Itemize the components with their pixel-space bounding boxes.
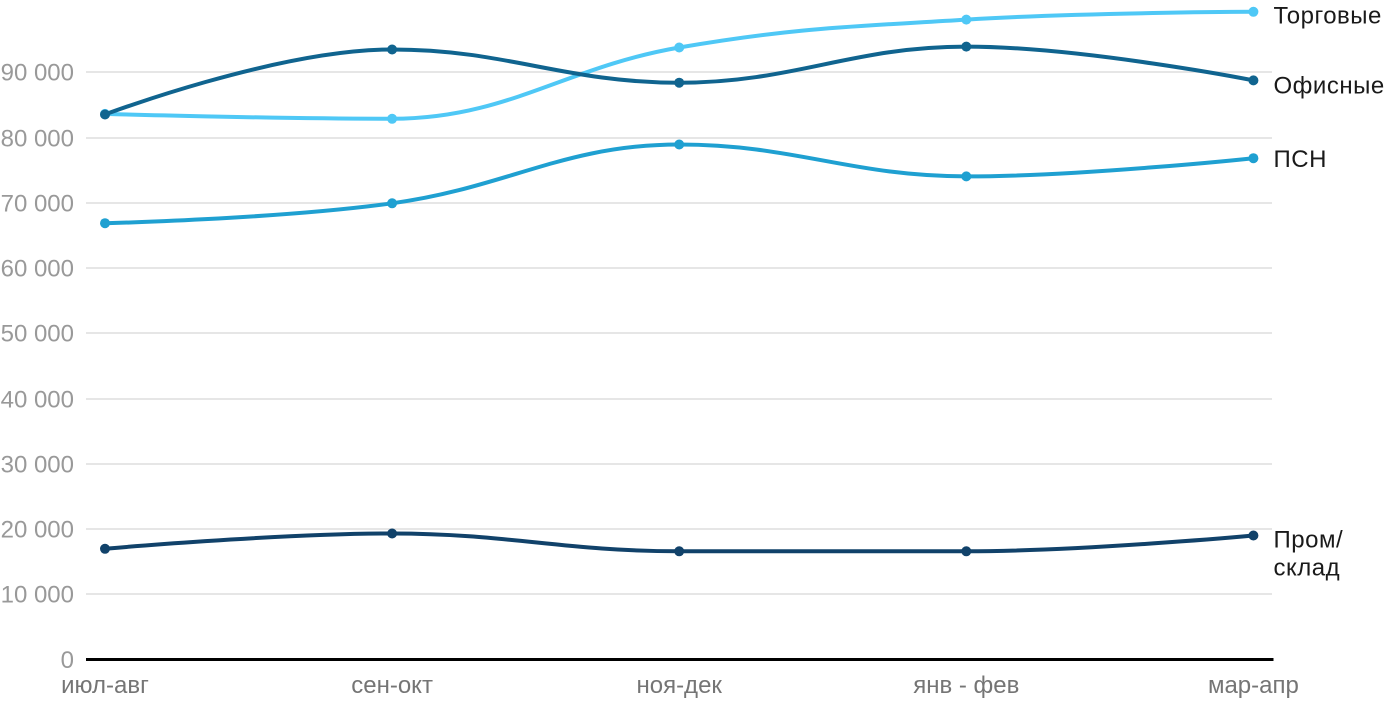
svg-text:сен-окт: сен-окт <box>351 672 433 699</box>
svg-text:Офисные: Офисные <box>1274 73 1385 100</box>
svg-text:10 000: 10 000 <box>1 582 74 609</box>
svg-text:июл-авг: июл-авг <box>61 672 149 699</box>
svg-text:Пром/: Пром/ <box>1274 527 1344 554</box>
svg-text:ноя-дек: ноя-дек <box>636 672 722 699</box>
svg-text:20 000: 20 000 <box>1 517 74 544</box>
svg-text:0: 0 <box>61 647 74 674</box>
svg-text:80 000: 80 000 <box>1 126 74 153</box>
svg-text:янв - фев: янв - фев <box>913 672 1019 699</box>
svg-text:мар-апр: мар-апр <box>1208 672 1299 699</box>
svg-text:склад: склад <box>1274 555 1341 582</box>
svg-text:ПСН: ПСН <box>1274 146 1327 173</box>
svg-text:30 000: 30 000 <box>1 452 74 479</box>
svg-text:Торговые: Торговые <box>1274 3 1382 30</box>
svg-text:90 000: 90 000 <box>1 60 74 87</box>
svg-text:60 000: 60 000 <box>1 256 74 283</box>
svg-text:70 000: 70 000 <box>1 191 74 218</box>
svg-text:40 000: 40 000 <box>1 387 74 414</box>
svg-text:50 000: 50 000 <box>1 321 74 348</box>
